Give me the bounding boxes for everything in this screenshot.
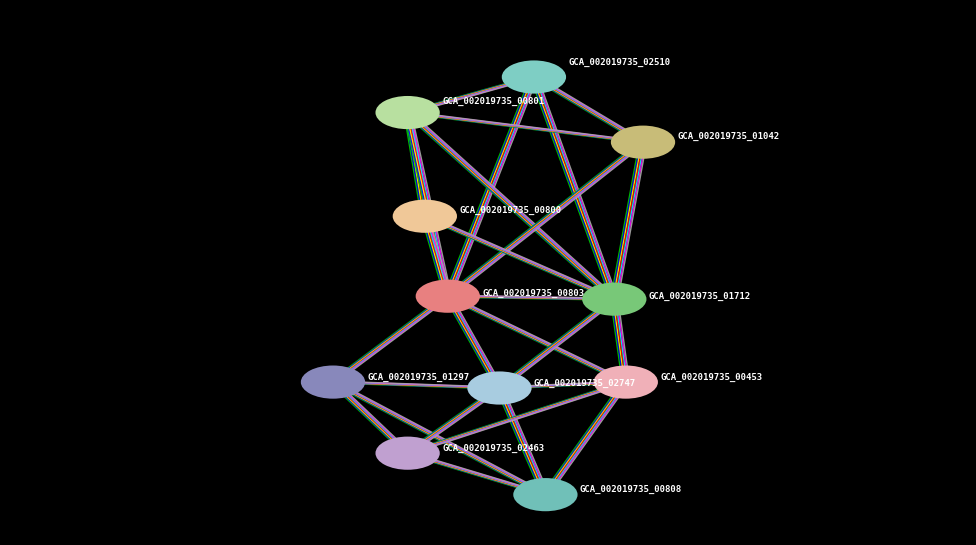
Circle shape bbox=[611, 125, 675, 159]
Text: GCA_002019735_01712: GCA_002019735_01712 bbox=[649, 292, 751, 301]
Circle shape bbox=[468, 372, 532, 404]
Circle shape bbox=[376, 96, 440, 129]
Text: GCA_002019735_00801: GCA_002019735_00801 bbox=[442, 98, 545, 106]
Circle shape bbox=[376, 437, 440, 470]
Circle shape bbox=[593, 366, 658, 399]
Text: GCA_002019735_00453: GCA_002019735_00453 bbox=[660, 373, 762, 382]
Circle shape bbox=[502, 60, 566, 94]
Text: GCA_002019735_00803: GCA_002019735_00803 bbox=[482, 289, 585, 298]
Circle shape bbox=[416, 280, 480, 313]
Circle shape bbox=[582, 282, 646, 316]
Text: GCA_002019735_01297: GCA_002019735_01297 bbox=[367, 373, 469, 382]
Text: GCA_002019735_02510: GCA_002019735_02510 bbox=[568, 58, 671, 66]
Circle shape bbox=[301, 366, 365, 399]
Circle shape bbox=[513, 478, 578, 511]
Text: GCA_002019735_00800: GCA_002019735_00800 bbox=[460, 206, 561, 215]
Text: GCA_002019735_02747: GCA_002019735_02747 bbox=[534, 379, 636, 388]
Text: GCA_002019735_02463: GCA_002019735_02463 bbox=[442, 444, 545, 453]
Circle shape bbox=[392, 199, 457, 233]
Text: GCA_002019735_00808: GCA_002019735_00808 bbox=[580, 486, 682, 494]
Text: GCA_002019735_01042: GCA_002019735_01042 bbox=[677, 132, 780, 141]
